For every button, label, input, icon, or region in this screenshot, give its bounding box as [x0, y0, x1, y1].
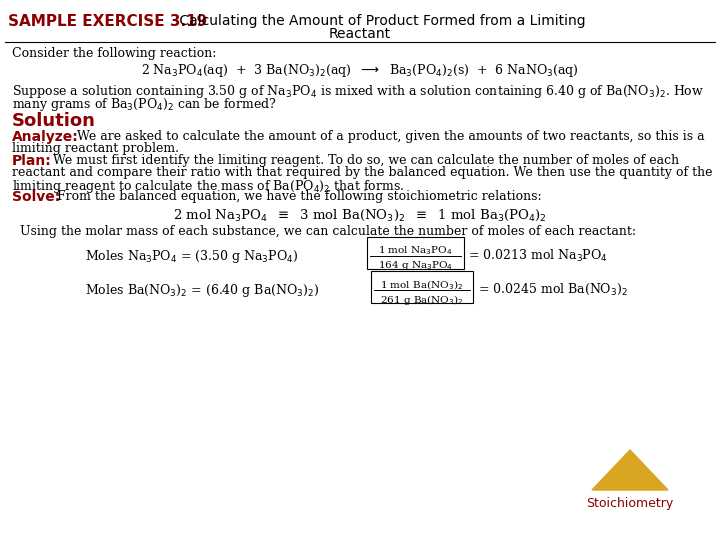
Text: From the balanced equation, we have the following stoichiometric relations:: From the balanced equation, we have the … [53, 190, 541, 203]
Text: We must first identify the limiting reagent. To do so, we can calculate the numb: We must first identify the limiting reag… [49, 154, 679, 167]
Text: limiting reactant problem.: limiting reactant problem. [12, 142, 179, 155]
Text: 164 g Na$_3$PO$_4$: 164 g Na$_3$PO$_4$ [378, 259, 453, 272]
Text: Moles Na$_3$PO$_4$ = (3.50 g Na$_3$PO$_4$): Moles Na$_3$PO$_4$ = (3.50 g Na$_3$PO$_4… [85, 248, 298, 265]
Text: Suppose a solution containing 3.50 g of Na$_3$PO$_4$ is mixed with a solution co: Suppose a solution containing 3.50 g of … [12, 83, 704, 100]
Text: Reactant: Reactant [329, 27, 391, 41]
Text: Consider the following reaction:: Consider the following reaction: [12, 47, 217, 60]
Text: Using the molar mass of each substance, we can calculate the number of moles of : Using the molar mass of each substance, … [20, 225, 636, 238]
Text: SAMPLE EXERCISE 3.19: SAMPLE EXERCISE 3.19 [8, 14, 207, 29]
Text: 261 g Ba(NO$_3$)$_2$: 261 g Ba(NO$_3$)$_2$ [380, 293, 464, 307]
Text: 2 Na$_3$PO$_4$(aq)  +  3 Ba(NO$_3$)$_2$(aq)  $\longrightarrow$  Ba$_3$(PO$_4$)$_: 2 Na$_3$PO$_4$(aq) + 3 Ba(NO$_3$)$_2$(aq… [141, 62, 579, 79]
Text: many grams of Ba$_3$(PO$_4$)$_2$ can be formed?: many grams of Ba$_3$(PO$_4$)$_2$ can be … [12, 96, 276, 113]
Text: reactant and compare their ratio with that required by the balanced equation. We: reactant and compare their ratio with th… [12, 166, 713, 179]
Text: Calculating the Amount of Product Formed from a Limiting: Calculating the Amount of Product Formed… [175, 14, 585, 28]
Text: Plan:: Plan: [12, 154, 52, 168]
Text: = 0.0213 mol Na$_3$PO$_4$: = 0.0213 mol Na$_3$PO$_4$ [468, 248, 608, 264]
Text: Stoichiometry: Stoichiometry [586, 497, 674, 510]
Text: Analyze:: Analyze: [12, 130, 78, 144]
Text: 1 mol Ba(NO$_3$)$_2$: 1 mol Ba(NO$_3$)$_2$ [380, 278, 464, 292]
Text: limiting reagent to calculate the mass of Ba(PO$_4$)$_2$ that forms.: limiting reagent to calculate the mass o… [12, 178, 405, 195]
Text: Solve:: Solve: [12, 190, 60, 204]
Text: 1 mol Na$_3$PO$_4$: 1 mol Na$_3$PO$_4$ [378, 244, 453, 257]
Text: Moles Ba(NO$_3$)$_2$ = (6.40 g Ba(NO$_3$)$_2$): Moles Ba(NO$_3$)$_2$ = (6.40 g Ba(NO$_3$… [85, 282, 320, 299]
Text: Solution: Solution [12, 112, 96, 130]
Text: We are asked to calculate the amount of a product, given the amounts of two reac: We are asked to calculate the amount of … [73, 130, 705, 143]
Polygon shape [592, 450, 668, 490]
Text: = 0.0245 mol Ba(NO$_3$)$_2$: = 0.0245 mol Ba(NO$_3$)$_2$ [478, 282, 628, 297]
FancyBboxPatch shape [367, 237, 464, 269]
Text: 2 mol Na$_3$PO$_4$  $\equiv$  3 mol Ba(NO$_3$)$_2$  $\equiv$  1 mol Ba$_3$(PO$_4: 2 mol Na$_3$PO$_4$ $\equiv$ 3 mol Ba(NO$… [173, 208, 547, 223]
FancyBboxPatch shape [371, 271, 473, 303]
